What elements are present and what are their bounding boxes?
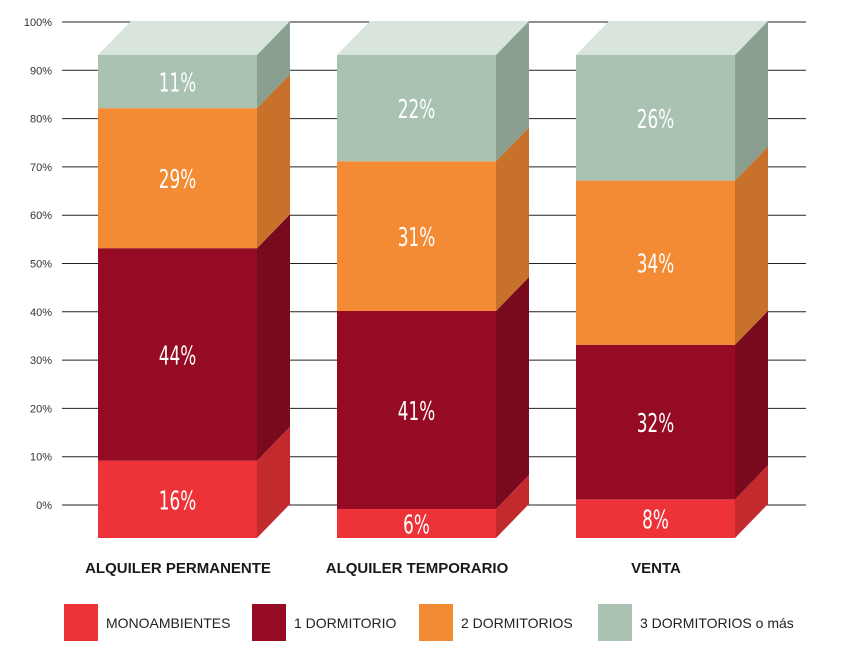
- bar-segment: [98, 248, 257, 461]
- bar-top: [98, 21, 290, 55]
- bar-segment-side: [496, 21, 529, 162]
- x-category-label: ALQUILER TEMPORARIO: [326, 560, 509, 577]
- bar-segment-side: [496, 276, 529, 510]
- bar-stack: 16% 44% 29% 11%: [98, 21, 290, 538]
- data-label: 16%: [159, 486, 196, 516]
- data-label: 31%: [398, 223, 435, 253]
- bar-segment-side: [735, 465, 768, 538]
- legend-item: MONOAMBIENTES: [64, 604, 230, 641]
- legend-item: 2 DORMITORIOS: [419, 604, 573, 641]
- x-axis-categories: ALQUILER PERMANENTE ALQUILER TEMPORARIO VE…: [85, 560, 681, 577]
- bar-segment-side: [496, 127, 529, 311]
- bar-segment: [576, 344, 735, 500]
- bar-segment-side: [257, 214, 290, 461]
- bar-segment: [98, 460, 257, 538]
- bar-top: [576, 21, 768, 55]
- legend-label: 1 DORMITORIO: [294, 615, 397, 631]
- data-label: 8%: [642, 506, 669, 536]
- legend-swatch: [598, 604, 632, 641]
- y-tick-label: 80%: [30, 114, 52, 126]
- y-tick-label: 70%: [30, 162, 52, 174]
- data-label: 29%: [159, 165, 196, 195]
- data-label: 41%: [398, 397, 435, 427]
- bars: 16% 44% 29% 11% 6% 41% 31% 22% 8% 32% 34% 26%: [98, 21, 768, 540]
- legend-item: 3 DORMITORIOS o más: [598, 604, 794, 641]
- x-category-label: VENTA: [631, 560, 681, 577]
- y-tick-label: 40%: [30, 307, 52, 319]
- y-tick-label: 50%: [30, 259, 52, 271]
- bar-segment: [98, 108, 257, 249]
- x-category-label: ALQUILER PERMANENTE: [85, 560, 271, 577]
- y-tick-label: 20%: [30, 403, 52, 415]
- data-label: 6%: [403, 511, 430, 541]
- y-tick-label: 90%: [30, 65, 52, 77]
- y-tick-label: 100%: [24, 17, 52, 29]
- legend-swatch: [64, 604, 98, 641]
- y-tick-label: 10%: [30, 452, 52, 464]
- bar-segment-side: [257, 426, 290, 538]
- data-label: 44%: [159, 342, 196, 372]
- legend-label: 2 DORMITORIOS: [461, 615, 573, 631]
- legend-label: 3 DORMITORIOS o más: [640, 615, 794, 631]
- data-label: 32%: [637, 409, 674, 439]
- bar-segment: [576, 55, 735, 181]
- legend: MONOAMBIENTES 1 DORMITORIO 2 DORMITORIOS 3 …: [64, 604, 794, 641]
- data-label: 11%: [159, 69, 196, 99]
- bar-segment: [337, 509, 496, 538]
- data-label: 26%: [637, 105, 674, 135]
- bar-segment-side: [257, 21, 290, 109]
- bar-segment: [337, 55, 496, 162]
- data-label: 34%: [637, 250, 674, 280]
- bar-segment-side: [735, 21, 768, 181]
- bar-stack: 8% 32% 34% 26%: [576, 21, 768, 538]
- legend-item: 1 DORMITORIO: [252, 604, 397, 641]
- bar-segment-side: [735, 310, 768, 500]
- bar-segment-side: [735, 146, 768, 345]
- bar-segment-side: [257, 74, 290, 249]
- bar-stack: 6% 41% 31% 22%: [337, 21, 529, 540]
- bar-segment: [98, 55, 257, 109]
- bar-segment-side: [496, 475, 529, 538]
- data-label: 22%: [398, 95, 435, 125]
- bar-top: [337, 21, 529, 55]
- legend-label: MONOAMBIENTES: [106, 615, 230, 631]
- legend-swatch: [252, 604, 286, 641]
- bar-segment: [337, 310, 496, 510]
- bar-segment: [576, 180, 735, 345]
- y-axis-ticks: 0% 10% 20% 30% 40% 50% 60% 70% 80% 90% 100%: [24, 17, 52, 512]
- y-tick-label: 0%: [36, 500, 52, 512]
- y-tick-label: 60%: [30, 210, 52, 222]
- bar-segment: [337, 161, 496, 311]
- legend-swatch: [419, 604, 453, 641]
- bar-segment: [576, 499, 735, 538]
- y-tick-label: 30%: [30, 355, 52, 367]
